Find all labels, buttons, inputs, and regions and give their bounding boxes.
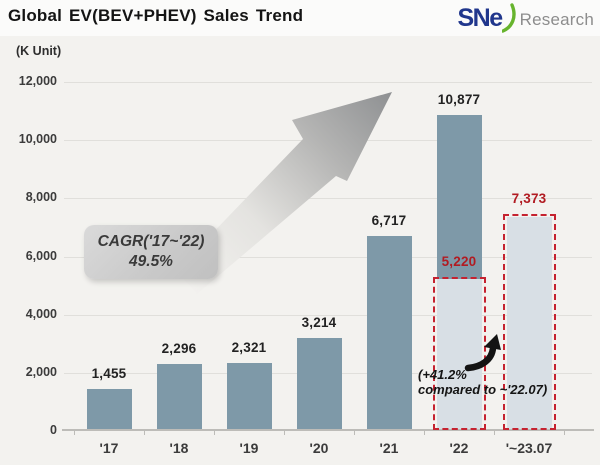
x-axis-tick — [564, 431, 565, 435]
cagr-callout: CAGR('17~'22) 49.5% — [84, 225, 218, 279]
y-axis-label: 4,000 — [25, 306, 57, 321]
x-axis-label: '22 — [449, 440, 469, 456]
ytd-dashed-box — [432, 277, 486, 430]
bar-value-label: 3,214 — [301, 314, 337, 330]
bar-value-label: 10,877 — [437, 91, 481, 107]
x-axis-tick — [74, 431, 75, 435]
outlook-value-label: 7,373 — [511, 190, 547, 206]
bar-outlook — [506, 216, 552, 429]
cagr-line2: 49.5% — [129, 253, 173, 270]
logo-sne-text: SNe — [457, 4, 504, 32]
growth-annotation: (+41.2% compared to ~'22.07) — [418, 367, 583, 397]
x-axis-label: '20 — [309, 440, 329, 456]
growth-line1: (+41.2% — [418, 367, 467, 382]
logo-swoosh-icon — [501, 3, 516, 33]
y-axis-label: 6,000 — [25, 248, 57, 263]
x-axis-tick — [494, 431, 495, 435]
x-axis-label: '18 — [169, 440, 189, 456]
x-axis-tick — [424, 431, 425, 435]
cagr-line1: CAGR('17~'22) — [97, 233, 205, 250]
grid-line — [64, 140, 592, 142]
bar — [226, 363, 272, 429]
bar-value-label: 2,321 — [231, 340, 267, 356]
bar — [366, 235, 412, 429]
y-axis-label: 12,000 — [18, 74, 57, 88]
y-axis-label: 10,000 — [18, 132, 57, 147]
page-title: Global EV(BEV+PHEV) Sales Trend — [8, 6, 304, 25]
bar — [86, 388, 132, 429]
y-axis-label: 2,000 — [25, 364, 57, 379]
x-axis-tick — [354, 431, 355, 435]
x-axis-label: '21 — [379, 440, 399, 456]
ytd-value-label: 5,220 — [441, 254, 477, 270]
sne-research-logo: SNe Research — [457, 3, 595, 35]
growth-line2: compared to ~'22.07) — [418, 382, 548, 397]
y-axis-label: 8,000 — [25, 190, 57, 205]
axis-unit-label: (K Unit) — [16, 44, 62, 58]
grid-line — [64, 314, 592, 316]
x-axis-label: '17 — [99, 440, 119, 456]
bar-value-label: 6,717 — [371, 212, 407, 228]
logo-research-text: Research — [519, 10, 594, 29]
bar — [296, 337, 342, 429]
x-axis-line — [62, 429, 594, 431]
header-strip — [0, 0, 600, 36]
x-axis-label: '19 — [239, 440, 259, 456]
x-axis-tick — [144, 431, 145, 435]
x-axis-tick — [284, 431, 285, 435]
grid-line — [64, 82, 592, 83]
bar — [156, 364, 202, 429]
bar-value-label: 1,455 — [91, 365, 127, 381]
x-axis-tick — [214, 431, 215, 435]
outlook-dashed-box — [502, 213, 556, 430]
y-axis-label: 0 — [50, 423, 57, 437]
x-axis-label: '~23.07 — [505, 440, 553, 456]
bar — [436, 114, 482, 280]
bar-value-label: 2,296 — [161, 341, 197, 357]
